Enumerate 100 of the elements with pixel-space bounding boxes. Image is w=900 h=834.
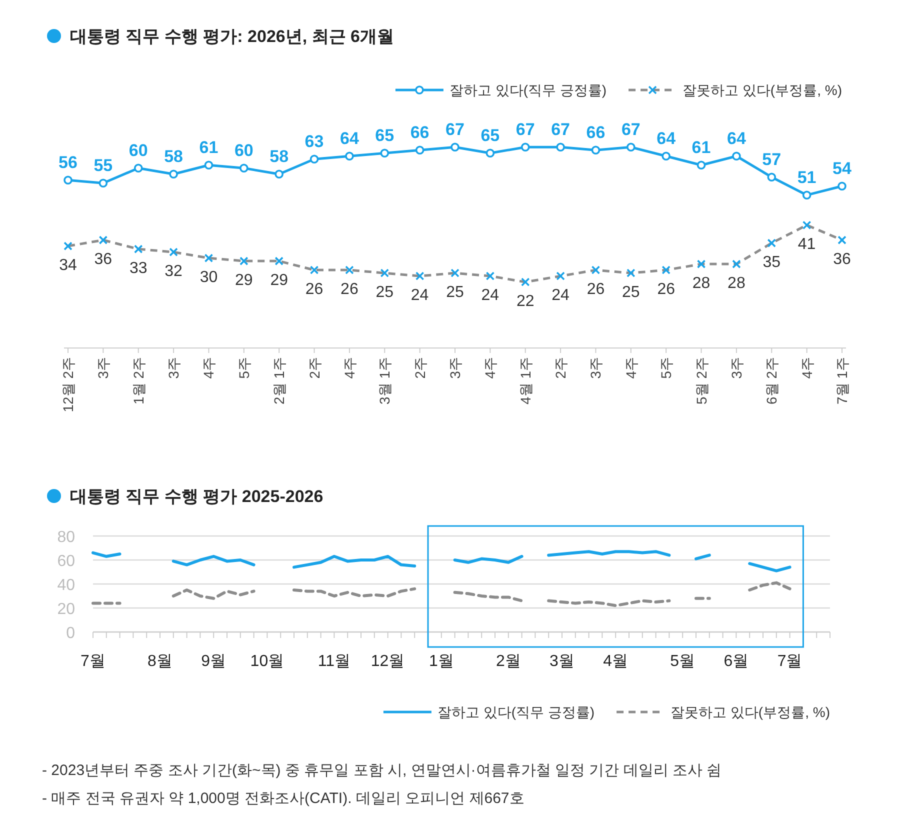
data-label: 25	[446, 284, 464, 302]
x-tick-label: 3주	[447, 357, 463, 379]
data-label: 67	[621, 120, 640, 140]
data-label: 58	[164, 147, 184, 166]
y-tick-label: 60	[57, 553, 76, 570]
x-tick-label: 5월 2주	[693, 357, 710, 404]
data-label: 66	[586, 123, 606, 142]
x-tick-label: 12월	[370, 653, 405, 670]
point	[240, 164, 248, 173]
x-tick-label: 2주	[552, 357, 569, 379]
x-tick-label: 4주	[482, 357, 498, 379]
point	[345, 152, 354, 161]
point	[696, 160, 706, 170]
x-tick-label: 3주	[588, 357, 604, 379]
x-tick-label: 10월	[250, 653, 284, 670]
data-label: 61	[692, 138, 711, 158]
data-label: 54	[832, 159, 852, 178]
x-tick-label: 7월 1주	[834, 357, 850, 404]
data-label: 63	[304, 132, 324, 152]
x-tick-label: 4주	[200, 357, 217, 379]
data-label: 60	[128, 141, 148, 160]
data-label: 64	[726, 129, 746, 148]
x-tick-label: 2월 1주	[271, 357, 288, 404]
data-label: 67	[551, 120, 570, 140]
data-label: 22	[516, 293, 534, 310]
y-tick-label: 20	[57, 601, 76, 618]
point	[169, 170, 178, 179]
data-label: 65	[480, 126, 500, 146]
x-tick-label: 11월	[318, 653, 351, 670]
data-label: 57	[762, 150, 782, 170]
data-label: 35	[762, 254, 781, 272]
x-tick-label: 5월	[670, 653, 696, 670]
data-label: 26	[586, 281, 605, 298]
data-label: 66	[410, 123, 430, 142]
x-tick-label: 2월	[496, 653, 521, 670]
y-tick-label: 0	[66, 625, 76, 642]
x-tick-label: 2주	[412, 357, 428, 379]
data-label: 33	[129, 260, 148, 278]
point	[662, 152, 670, 161]
x-tick-label: 7월	[80, 653, 106, 670]
point	[274, 170, 284, 179]
x-tick-label: 2주	[306, 357, 322, 379]
data-label: 67	[446, 120, 464, 140]
data-label: 58	[270, 147, 289, 166]
point	[98, 178, 108, 188]
data-label: 28	[728, 275, 746, 292]
legend-label: 잘못하고 있다(부정률, %)	[670, 704, 830, 720]
y-tick-label: 40	[57, 577, 76, 594]
data-label: 25	[376, 284, 394, 302]
data-label: 56	[58, 153, 78, 172]
x-tick-label: 6월	[724, 653, 749, 670]
x-tick-label: 12월 2주	[60, 357, 76, 412]
x-tick-label: 4주	[798, 357, 815, 379]
point	[486, 148, 495, 158]
x-tick-label: 6월 2주	[764, 357, 780, 404]
point	[802, 190, 812, 200]
data-label: 34	[59, 257, 77, 274]
data-label: 36	[833, 251, 851, 268]
data-label: 26	[305, 281, 324, 298]
data-label: 67	[516, 120, 535, 140]
data-label: 36	[94, 251, 112, 268]
point	[556, 142, 565, 152]
x-tick-label: 1월 2주	[130, 357, 146, 404]
data-label: 28	[692, 275, 710, 292]
x-tick-label: 4주	[622, 357, 639, 379]
point	[838, 182, 846, 191]
data-label: 24	[481, 287, 500, 304]
data-label: 51	[797, 168, 816, 188]
data-label: 64	[656, 129, 676, 148]
point	[520, 142, 530, 152]
point	[310, 154, 319, 164]
point	[380, 148, 390, 158]
legend-label: 잘하고 있다(직무 긍정률)	[437, 704, 595, 720]
y-tick-label: 80	[57, 529, 76, 546]
point	[732, 152, 741, 161]
point	[626, 142, 636, 152]
data-label: 61	[199, 138, 218, 158]
data-label: 26	[657, 281, 676, 298]
point	[415, 146, 424, 155]
data-label: 26	[340, 281, 358, 298]
point	[591, 146, 600, 155]
x-tick-label: 8월	[148, 653, 172, 670]
x-tick-label: 1월	[428, 653, 454, 670]
x-tick-label: 3주	[95, 357, 112, 379]
x-tick-label: 4월 1주	[517, 357, 534, 404]
chart-title: 대통령 직무 수행 평가: 2026년, 최근 6개월	[70, 27, 394, 46]
chart-title: 대통령 직무 수행 평가 2025-2026	[70, 487, 324, 506]
x-tick-label: 3주	[166, 357, 182, 379]
x-tick-label: 3월 1주	[376, 357, 393, 404]
data-label: 25	[622, 284, 640, 302]
data-label: 64	[340, 129, 360, 148]
x-tick-label: 3주	[728, 357, 744, 379]
data-label: 30	[200, 269, 218, 286]
text: - 매주 전국 유권자 약 1,000명 전화조사(CATI). 데일리 오피니언 제667호	[42, 790, 524, 807]
text: - 2023년부터 주중 조사 기간(화~목) 중 휴무일 포함 시, 연말연시·여름휴가철 일정 기간 데일리 조사 쉼	[42, 762, 722, 779]
data-label: 29	[235, 272, 253, 290]
legend-label: 잘하고 있다(직무 긍정률)	[449, 82, 607, 98]
data-label: 55	[94, 156, 113, 176]
data-label: 41	[798, 236, 816, 254]
x-tick-label: 5주	[658, 357, 674, 379]
